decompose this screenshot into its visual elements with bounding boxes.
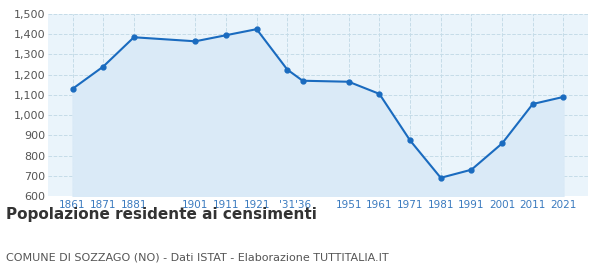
Text: Popolazione residente ai censimenti: Popolazione residente ai censimenti	[6, 207, 317, 222]
Text: COMUNE DI SOZZAGO (NO) - Dati ISTAT - Elaborazione TUTTITALIA.IT: COMUNE DI SOZZAGO (NO) - Dati ISTAT - El…	[6, 252, 389, 262]
